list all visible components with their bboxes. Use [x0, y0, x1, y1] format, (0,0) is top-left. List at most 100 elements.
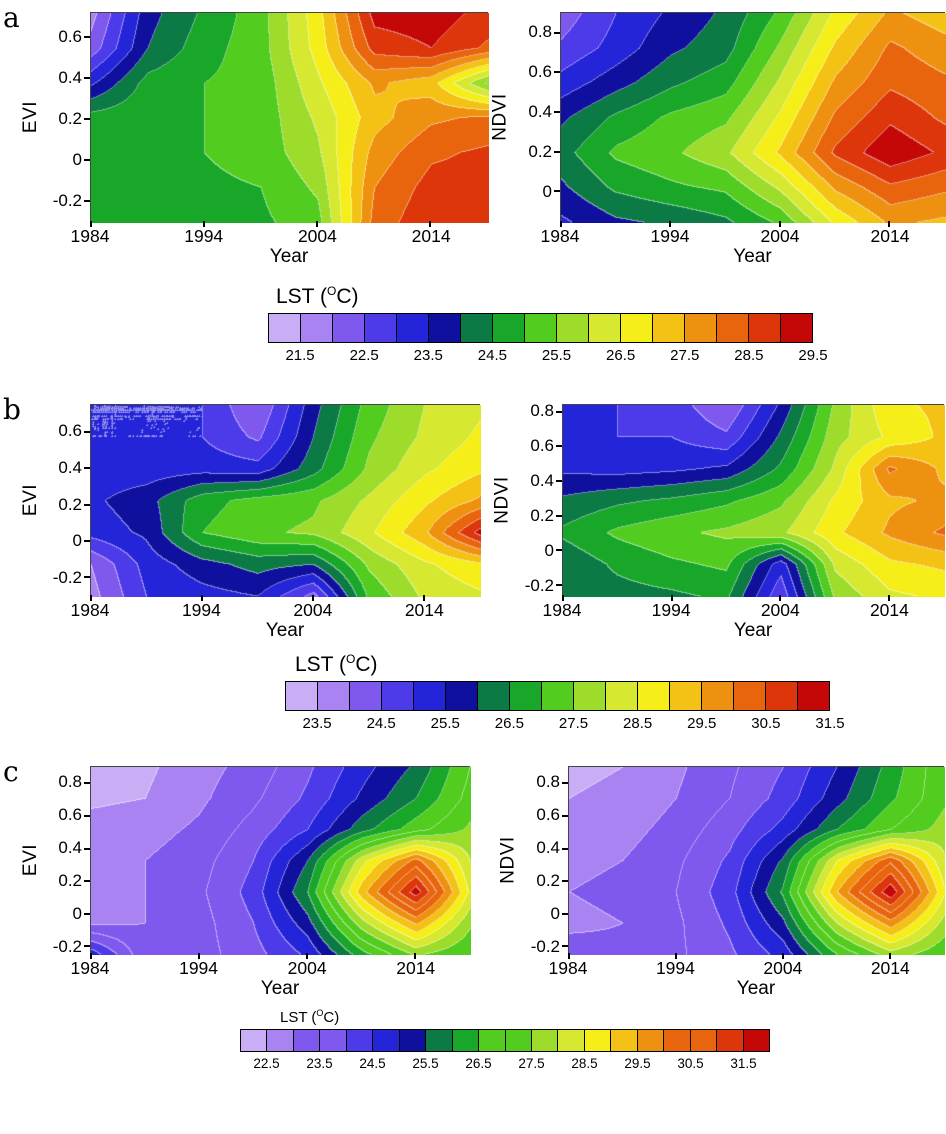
colorbar-cell: [413, 682, 445, 710]
x-tick-label: 1994: [184, 226, 224, 246]
y-tick-mark: [562, 847, 568, 850]
y-tick-label: 0.2: [530, 505, 554, 525]
colorbar-title: LST (OC): [280, 1008, 340, 1026]
colorbar-cell: [652, 314, 684, 342]
y-tick-label: 0: [542, 182, 552, 201]
x-tick-label: 1984: [70, 958, 110, 978]
x-tick-label: 1984: [540, 226, 580, 246]
y-tick-mark: [84, 782, 90, 785]
y-tick-mark: [556, 445, 562, 448]
x-tick-mark: [306, 953, 308, 959]
contour-canvas: [91, 13, 489, 223]
x-tick-label: 1994: [181, 600, 221, 620]
colorbar-cell: [557, 1030, 584, 1051]
colorbar-tick-label: 28.5: [734, 347, 764, 364]
y-tick-label: 0.8: [536, 772, 560, 792]
y-tick-label: 0.8: [58, 772, 82, 792]
x-tick-label: 1994: [650, 226, 690, 246]
contour-plot-evi: EVI 0.6 0.4 0.2 0 -0.2 1984 1994 2004 2014 Year: [18, 404, 481, 642]
colorbar-tick-label: 25.5: [412, 1056, 439, 1071]
colorbar-cell: [620, 314, 652, 342]
x-tick-mark: [568, 953, 570, 959]
x-tick-label: 1994: [655, 958, 695, 978]
colorbar-cell: [780, 314, 812, 342]
colorbar-cell: [372, 1030, 399, 1051]
y-tick-mark: [556, 410, 562, 413]
x-tick-label: 2014: [404, 600, 444, 620]
x-tick-mark: [198, 953, 200, 959]
y-tick-label: -0.2: [52, 191, 82, 211]
colorbar-cell: [332, 314, 364, 342]
x-axis-label: Year: [260, 978, 300, 999]
colorbar-tick-label: 31.5: [730, 1056, 757, 1071]
x-tick-mark: [90, 953, 92, 959]
plot-area: [562, 766, 945, 959]
y-tick-label: 0.6: [58, 421, 82, 441]
colorbar-tick-label: 24.5: [477, 347, 508, 364]
contour-canvas: [561, 13, 946, 223]
plot-area: [554, 12, 946, 227]
x-axis-label: Year: [736, 978, 776, 999]
y-tick-mark: [562, 945, 568, 948]
plot-area: [556, 404, 945, 601]
y-tick-label: 0.2: [58, 871, 82, 891]
plot-area: [84, 766, 471, 959]
colorbar-cell: [573, 682, 605, 710]
x-tick-label: 2014: [869, 600, 909, 620]
colorbar-cell: [748, 314, 780, 342]
colorbar-cell: [588, 314, 620, 342]
colorbar-cell: [689, 1030, 717, 1051]
y-tick-mark: [84, 539, 90, 542]
x-tick-mark: [888, 953, 891, 959]
y-tick-mark: [84, 118, 90, 121]
y-tick-label: 0.6: [530, 435, 554, 455]
contour-plot-evi: EVI 0.6 0.4 0.2 0 -0.2 1984 1994 2004 2014 Year: [18, 12, 489, 268]
x-axis-label: Year: [733, 246, 772, 267]
y-tick-label: -0.2: [52, 567, 82, 587]
x-tick-mark: [778, 221, 781, 227]
colorbar-cell: [428, 314, 460, 342]
colorbar-cell: [460, 314, 492, 342]
y-tick-mark: [562, 782, 568, 785]
y-tick-mark: [554, 111, 560, 114]
colorbar-tick-label: 26.5: [465, 1056, 492, 1071]
colorbar-scale: [285, 681, 830, 711]
colorbar-cell: [504, 1030, 531, 1051]
x-tick-label: 2014: [870, 226, 910, 246]
colorbar-cell: [445, 682, 477, 710]
y-tick-label: 0.4: [530, 470, 554, 490]
y-tick-label: 0.2: [58, 494, 82, 514]
colorbar-cell: [583, 1030, 611, 1051]
x-tick-label: 2004: [763, 958, 803, 978]
y-tick-mark: [562, 912, 568, 915]
colorbar-cell: [292, 1030, 320, 1051]
colorbar-tick-label: 29.5: [687, 715, 717, 732]
y-tick-label: 0: [72, 150, 82, 170]
y-tick-mark: [84, 945, 90, 948]
contour-plot-ndvi: NDVI 0.8 0.6 0.4 0.2 0 1984 1994 2004 2014 Year: [488, 12, 946, 268]
colorbar-cell: [317, 682, 349, 710]
x-tick-label: 1984: [548, 958, 588, 978]
y-tick-mark: [84, 158, 90, 161]
y-tick-mark: [84, 77, 90, 80]
contour-canvas: [569, 767, 945, 955]
colorbar-cell: [509, 682, 541, 710]
y-tick-label: -0.2: [52, 937, 82, 957]
colorbar-tick-label: 27.5: [558, 715, 589, 732]
y-tick-label: -0.2: [524, 575, 554, 595]
colorbar-cell: [300, 314, 332, 342]
y-tick-label: 0.6: [528, 62, 552, 81]
panel-label-b: b: [3, 393, 21, 426]
colorbar-tick-label: 25.5: [430, 715, 460, 732]
y-tick-mark: [84, 814, 90, 817]
colorbar-tick-label: 24.5: [359, 1056, 386, 1071]
x-tick-mark: [670, 595, 673, 601]
y-tick-label: 0: [72, 531, 82, 551]
colorbar: LST (OC) 22.5 23.5 24.5 25.5 26.5 27.5 28.5 29.5…: [240, 1008, 770, 1073]
y-axis-label: NDVI: [492, 476, 513, 524]
y-tick-mark: [556, 514, 562, 517]
y-tick-label: 0.8: [528, 22, 552, 41]
colorbar-cell: [797, 682, 829, 710]
colorbar-title: LST (OC): [276, 284, 359, 308]
x-axis-label: Year: [269, 246, 309, 267]
